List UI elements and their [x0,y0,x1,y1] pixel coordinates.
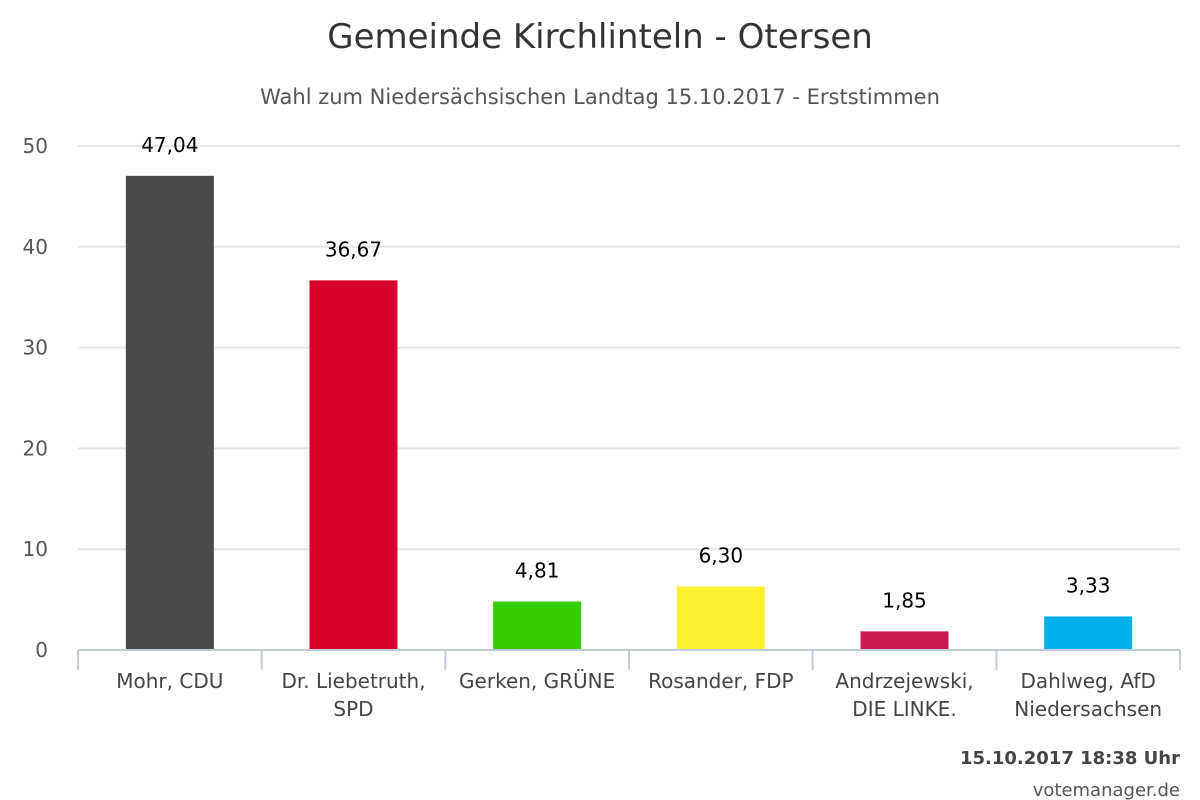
x-tick-label: Gerken, GRÜNE [459,669,615,693]
bar[interactable] [309,280,398,650]
x-axis: Mohr, CDU Dr. Liebetruth, SPD Gerken, GRÜNE… [77,649,1181,721]
x-tick-label: Rosander, FDP [648,669,794,693]
y-tick-label: 40 [23,235,48,259]
data-label: 47,04 [141,133,198,157]
data-labels: 47,04 36,67 4,81 6,30 1,85 3,33 [141,133,1110,613]
x-tick-label: Andrzejewski, DIE LINKE. [835,669,973,721]
timestamp: 15.10.2017 18:38 Uhr [960,748,1180,769]
chart-subtitle: Wahl zum Niedersächsischen Landtag 15.10… [260,85,940,109]
y-axis-ticks: 0 10 20 30 40 50 [23,134,48,662]
y-tick-label: 50 [23,134,48,158]
source-link[interactable]: votemanager.de [1033,780,1180,800]
data-label: 1,85 [882,588,927,612]
bar[interactable] [676,586,765,650]
y-tick-label: 20 [23,436,48,460]
data-label: 4,81 [515,559,560,583]
bar[interactable] [1044,616,1133,650]
x-tick-label: Dr. Liebetruth, SPD [281,669,425,721]
y-tick-label: 30 [23,336,48,360]
y-tick-label: 0 [35,638,48,662]
x-tick-label: Dahlweg, AfD Niedersachsen [1014,669,1162,721]
data-label: 3,33 [1066,573,1111,597]
y-tick-label: 10 [23,537,48,561]
bars [125,175,1133,651]
data-label: 6,30 [699,543,744,567]
chart-title: Gemeinde Kirchlinteln - Otersen [327,17,873,57]
bar[interactable] [493,601,582,650]
x-tick-label: Mohr, CDU [116,669,223,693]
bar[interactable] [125,175,214,651]
bar[interactable] [860,631,949,650]
grid-lines [78,145,1180,551]
data-label: 36,67 [325,237,382,261]
